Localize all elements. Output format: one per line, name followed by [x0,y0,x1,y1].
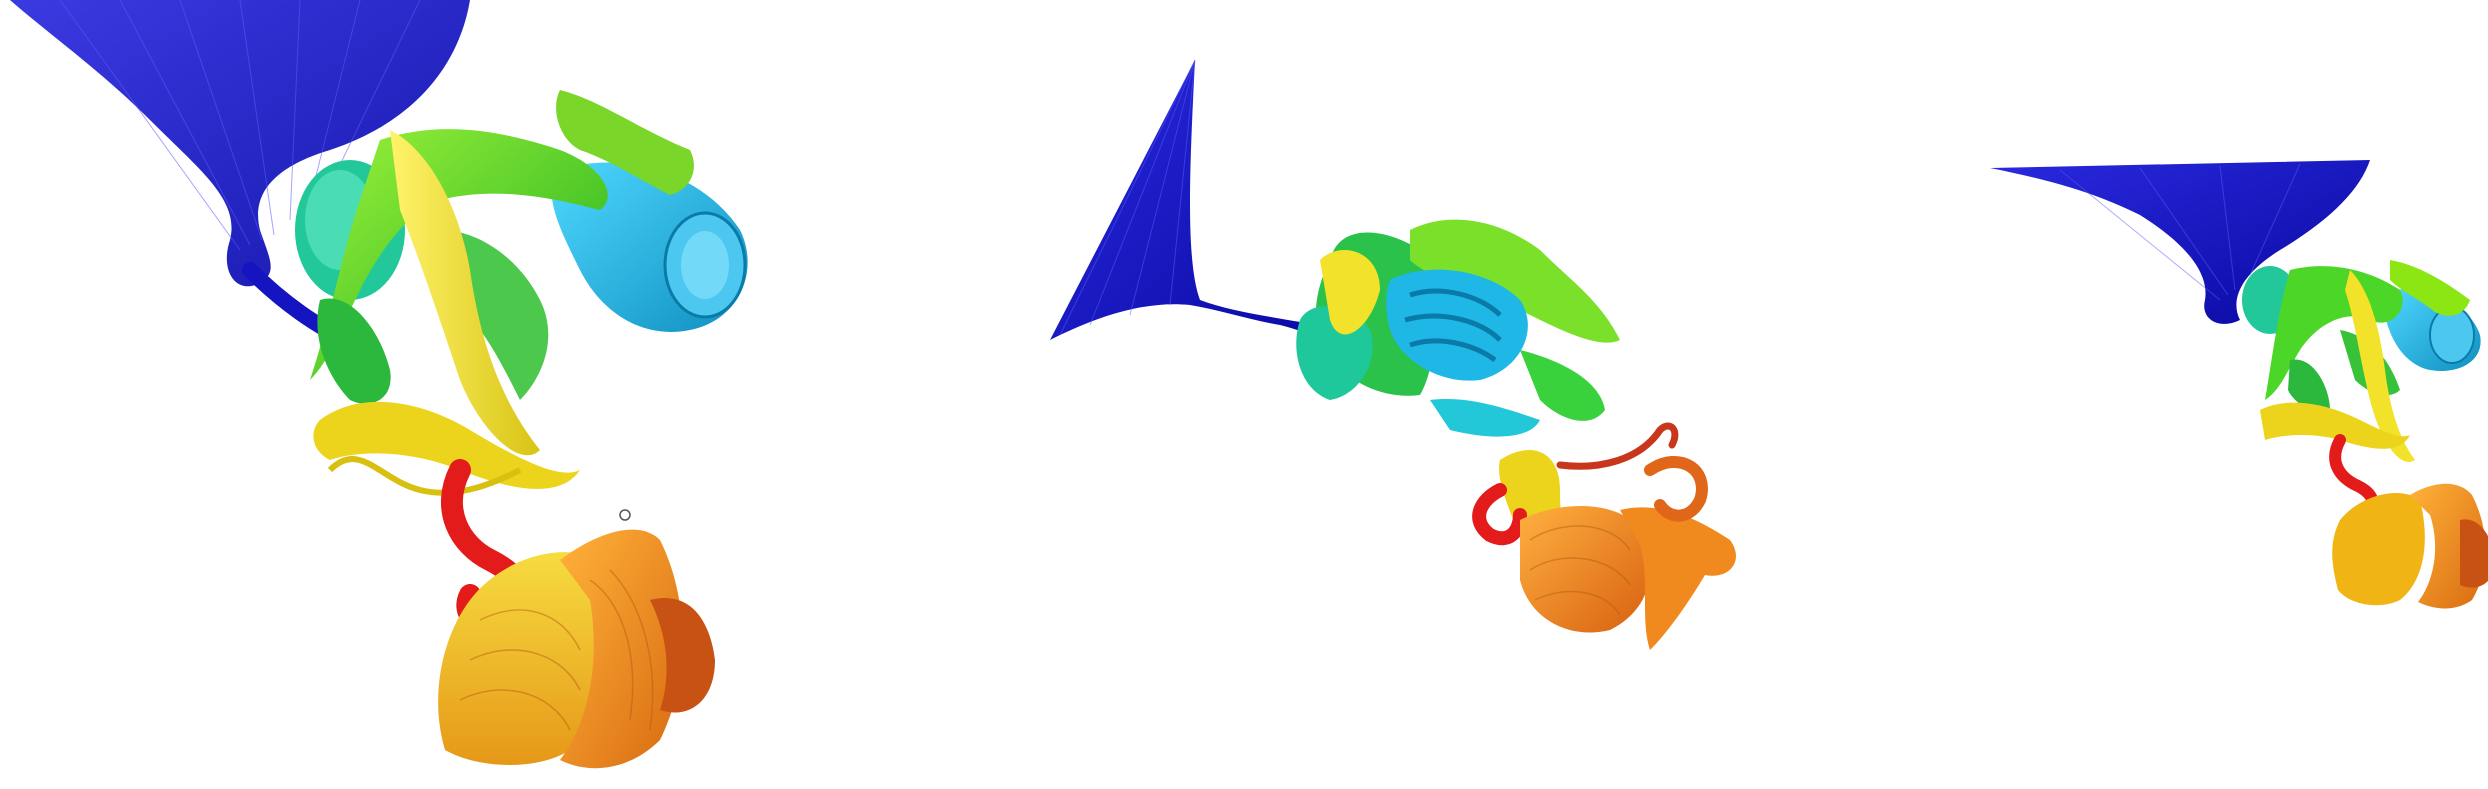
protein-render-3 [1990,160,2488,609]
green-beta-sheets [310,90,694,404]
n-terminal-ribbon-fan [1050,59,1340,355]
protein-cartoon-view-2 [1000,0,1820,789]
small-ligand-marker [619,509,631,521]
protein-render-1 [10,0,748,769]
orange-beta-barrel [1520,455,1736,650]
protein-cartoon-view-3 [1960,0,2488,789]
protein-render-2 [1050,59,1736,650]
cyan-helix [1386,269,1540,437]
yellow-strands [313,130,580,496]
orange-beta-barrel [2332,483,2488,609]
yellow-strands [2260,270,2415,462]
orange-beta-barrel [438,529,715,769]
protein-cartoon-view-1 [0,0,800,789]
n-terminal-ribbon-fan [1990,160,2370,324]
red-loop [1472,422,1679,546]
